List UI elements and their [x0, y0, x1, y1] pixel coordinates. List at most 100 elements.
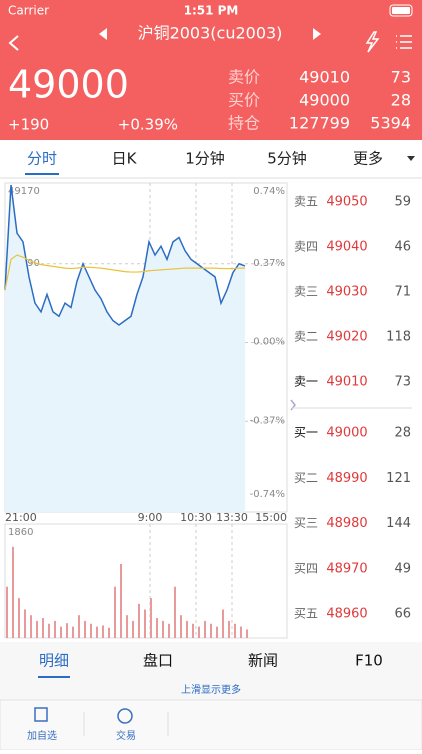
- volume-bar: [18, 598, 20, 638]
- quote-volume: 28: [391, 91, 411, 110]
- volume-bar: [12, 546, 14, 638]
- book-volume: 59: [394, 195, 411, 210]
- volume-bar: [198, 626, 200, 638]
- battery-level: [392, 7, 410, 14]
- volume-bar: [132, 620, 134, 638]
- volume-bar: [150, 598, 152, 638]
- volume-bar: [90, 623, 92, 638]
- next-button[interactable]: [313, 28, 321, 40]
- volume-bar: [234, 623, 236, 638]
- volume-bar: [174, 586, 176, 638]
- back-button[interactable]: [8, 35, 19, 51]
- y2-tick-label: 0.00%: [253, 337, 285, 348]
- bottom-tab[interactable]: 新闻: [248, 652, 278, 670]
- volume-bar: [162, 620, 164, 638]
- bottom-tabs-bg: [0, 642, 422, 700]
- dropdown-arrow: [407, 156, 415, 161]
- book-label: 卖三: [294, 285, 318, 299]
- volume-tick-label: 1860: [8, 527, 33, 538]
- volume-bar: [216, 626, 218, 638]
- book-volume: 71: [394, 285, 411, 300]
- battery: [389, 4, 413, 17]
- bottom-tab[interactable]: 盘口: [143, 652, 173, 670]
- y2-tick-label: -0.37%: [250, 415, 285, 426]
- book-volume: 46: [394, 240, 411, 255]
- quote-label: 卖价: [228, 68, 260, 87]
- y-tick-label: 49170: [8, 186, 40, 197]
- volume-bar: [114, 586, 116, 638]
- volume-bar: [84, 620, 86, 638]
- toolbar-label[interactable]: 交易: [116, 729, 136, 742]
- bottom-tab[interactable]: F10: [355, 652, 383, 670]
- book-label: 卖一: [294, 375, 318, 389]
- time-label: 15:00: [255, 511, 287, 524]
- time-label: 10:30: [180, 511, 212, 524]
- quote-volume: 73: [391, 68, 411, 87]
- book-label: 买三: [294, 516, 318, 530]
- toolbar-label[interactable]: 加自选: [27, 729, 57, 742]
- quote-value: 49010: [299, 68, 350, 87]
- more-hint: 上滑显示更多: [181, 683, 241, 696]
- bottom-tab[interactable]: 明细: [39, 652, 69, 670]
- volume-bar: [36, 620, 38, 638]
- volume-bar: [186, 620, 188, 638]
- book-volume: 121: [386, 471, 411, 486]
- book-volume: 73: [394, 375, 411, 390]
- menu-icon[interactable]: [396, 35, 412, 49]
- tab: 1分钟: [185, 150, 225, 168]
- volume-bar: [42, 618, 44, 638]
- quote-value: 127799: [289, 114, 350, 133]
- volume-bar: [156, 618, 158, 638]
- change: +190: [8, 116, 49, 134]
- volume-bar: [54, 620, 56, 638]
- book-label: 卖四: [294, 240, 318, 254]
- book-price: 48960: [326, 607, 367, 622]
- volume-bar: [108, 627, 110, 638]
- volume-bar: [240, 626, 242, 638]
- book-volume: 118: [386, 330, 411, 345]
- book-volume: 66: [394, 607, 411, 622]
- tab-bar: [0, 140, 422, 178]
- book-volume: 144: [386, 516, 411, 531]
- volume-bar: [102, 625, 104, 638]
- volume-bar: [210, 623, 212, 638]
- book-label: 买一: [294, 426, 318, 440]
- volume-bar: [120, 563, 122, 638]
- last-price: 49000: [8, 63, 129, 107]
- volume-bar: [222, 609, 224, 638]
- book-label: 买四: [294, 561, 318, 575]
- volume-bar: [60, 626, 62, 638]
- prev-button[interactable]: [99, 28, 107, 40]
- book-label: 卖二: [294, 330, 318, 344]
- time-label: 9:00: [138, 511, 163, 524]
- book-price: 49040: [326, 240, 367, 255]
- flash-icon[interactable]: [365, 31, 380, 53]
- watch-icon[interactable]: [34, 707, 48, 722]
- tab-underline: [25, 173, 59, 175]
- tab: 分时: [27, 150, 57, 168]
- clock: 1:51 PM: [184, 4, 239, 18]
- price-line: [4, 254, 245, 291]
- volume-bar: [24, 609, 26, 638]
- book-price: 49020: [326, 330, 367, 345]
- book-price: 48990: [326, 471, 367, 486]
- price-area: [5, 185, 245, 512]
- quote-value: 49000: [299, 91, 350, 110]
- volume-bar: [204, 620, 206, 638]
- volume-bar: [30, 615, 32, 638]
- book-price: 49030: [326, 285, 367, 300]
- volume-bar: [6, 586, 8, 638]
- toolbar-bg: [0, 699, 422, 751]
- book-price: 48970: [326, 561, 367, 576]
- book-label: 卖五: [294, 195, 318, 209]
- book-label: 买五: [294, 607, 318, 621]
- price-line: [4, 184, 246, 326]
- quote-label: 持仓: [228, 114, 260, 133]
- quote-volume: 5394: [370, 114, 411, 133]
- volume-bar: [126, 615, 128, 638]
- trade-icon[interactable]: [117, 708, 133, 724]
- book-price: 49000: [326, 426, 367, 441]
- header-bg: [0, 0, 422, 140]
- book-label: 买二: [294, 471, 318, 485]
- volume-bar: [96, 626, 98, 638]
